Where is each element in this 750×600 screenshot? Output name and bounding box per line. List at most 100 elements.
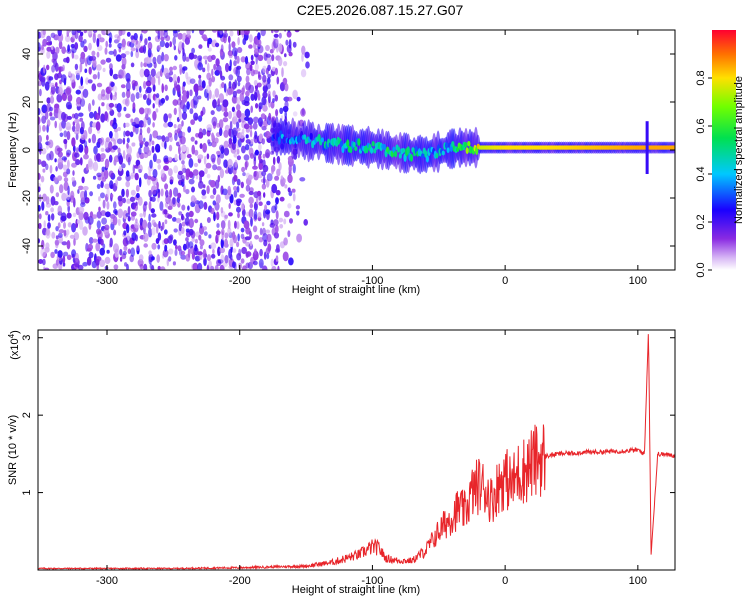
noise-cell: [120, 84, 126, 89]
noise-cell: [275, 255, 279, 262]
noise-cell: [270, 258, 274, 267]
noise-cell: [210, 242, 217, 250]
noise-cell: [80, 51, 86, 60]
noise-cell: [136, 244, 140, 252]
noise-cell: [262, 91, 268, 99]
noise-cell: [71, 177, 76, 182]
noise-cell: [116, 103, 122, 113]
snr-x-label: Height of straight line (km): [292, 584, 420, 596]
noise-cell: [126, 231, 130, 241]
noise-cell: [66, 149, 72, 156]
noise-cell: [236, 241, 240, 248]
noise-cell: [196, 251, 203, 256]
noise-cell: [92, 30, 98, 33]
noise-cell: [123, 122, 126, 128]
noise-cell: [96, 172, 102, 178]
noise-cell: [97, 71, 100, 80]
noise-cell: [63, 221, 66, 229]
noise-cell: [63, 177, 69, 183]
noise-cell: [63, 251, 69, 257]
noise-cell: [164, 42, 170, 49]
noise-cell: [101, 166, 105, 172]
noise-cell: [244, 95, 250, 104]
noise-cell: [214, 202, 220, 211]
noise-cell: [88, 158, 93, 168]
y-tick-label: -20: [21, 190, 33, 206]
noise-cell: [185, 240, 190, 250]
noise-cell: [223, 159, 229, 168]
noise-cell: [125, 130, 131, 137]
noise-cell: [57, 222, 61, 229]
noise-cell: [126, 263, 129, 270]
noise-cell: [152, 84, 156, 92]
noise-cell: [287, 203, 292, 209]
noise-cell: [273, 232, 280, 239]
noise-cell: [257, 71, 261, 78]
noise-cell: [148, 201, 152, 211]
noise-cell: [130, 35, 135, 40]
noise-cell: [169, 234, 174, 241]
noise-cell: [253, 171, 257, 177]
noise-cell: [233, 152, 238, 158]
noise-cell: [236, 155, 241, 161]
noise-cell: [91, 50, 96, 57]
ridge-cell: [421, 153, 425, 159]
noise-cell: [46, 50, 51, 59]
noise-cell: [159, 266, 166, 270]
noise-cell: [206, 173, 211, 179]
noise-cell: [150, 68, 156, 77]
noise-cell: [189, 108, 194, 115]
noise-cell: [278, 162, 282, 171]
noise-cell: [231, 41, 236, 48]
noise-cell: [240, 233, 245, 239]
noise-cell: [232, 261, 236, 269]
noise-cell: [220, 44, 224, 53]
noise-cell: [73, 237, 76, 246]
noise-cell: [65, 122, 71, 131]
noise-cell: [113, 229, 117, 236]
noise-cell: [127, 216, 131, 222]
noise-cell: [42, 124, 46, 132]
spectrogram-y-ticks: -40 -20 0 20 40: [21, 48, 675, 254]
noise-cell: [287, 230, 291, 238]
noise-cell: [215, 42, 220, 48]
noise-cell: [274, 94, 278, 102]
noise-cell: [152, 56, 157, 65]
noise-cell: [164, 244, 168, 252]
noise-cell: [250, 60, 255, 66]
noise-cell: [262, 265, 268, 270]
noise-cell: [168, 248, 174, 255]
noise-cell: [41, 44, 44, 51]
noise-cell: [99, 259, 106, 268]
noise-cell: [49, 40, 52, 46]
noise-cell: [156, 254, 160, 263]
noise-cell: [112, 121, 118, 130]
noise-cell: [86, 30, 93, 35]
noise-cell: [211, 68, 214, 77]
noise-cell: [38, 213, 42, 220]
noise-cell: [257, 211, 262, 219]
noise-cell: [152, 110, 157, 121]
noise-cell: [250, 93, 255, 102]
x-tick-label: 100: [629, 575, 647, 587]
noise-cell: [43, 64, 46, 74]
noise-cell: [173, 45, 176, 51]
noise-cell: [41, 160, 47, 168]
noise-cell: [252, 69, 259, 75]
noise-cell: [197, 262, 203, 270]
noise-cell: [190, 119, 196, 125]
noise-cell: [100, 210, 107, 217]
noise-cell: [106, 249, 110, 254]
noise-cell: [138, 147, 142, 155]
noise-cell: [104, 183, 111, 190]
noise-cell: [287, 187, 291, 193]
noise-cell: [135, 38, 138, 45]
noise-cell: [174, 153, 178, 161]
noise-cell: [188, 218, 194, 229]
noise-cell: [167, 214, 173, 219]
noise-cell: [252, 122, 258, 130]
noise-cell: [73, 232, 80, 241]
noise-cell: [168, 168, 173, 177]
noise-cell: [98, 37, 105, 43]
